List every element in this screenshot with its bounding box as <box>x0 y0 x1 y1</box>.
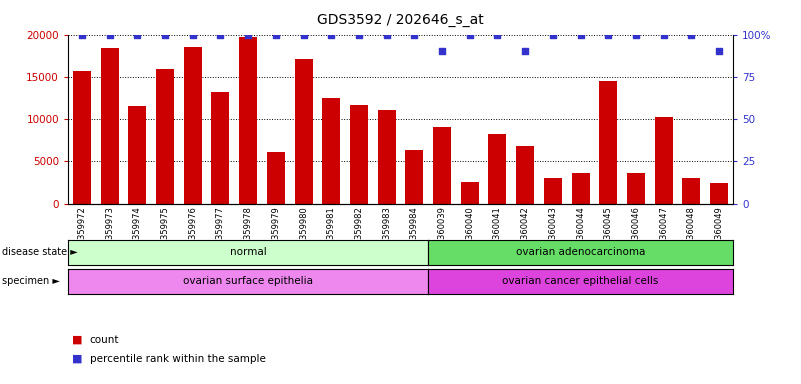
Text: ■: ■ <box>72 335 83 345</box>
Point <box>602 31 614 38</box>
Text: ovarian cancer epithelial cells: ovarian cancer epithelial cells <box>502 276 658 286</box>
Text: ovarian surface epithelia: ovarian surface epithelia <box>183 276 313 286</box>
Point <box>214 31 227 38</box>
Point <box>325 31 338 38</box>
Point <box>713 48 726 55</box>
Point <box>658 31 670 38</box>
Point <box>187 31 199 38</box>
Text: ovarian adenocarcinoma: ovarian adenocarcinoma <box>516 247 646 258</box>
Text: normal: normal <box>230 247 267 258</box>
Text: disease state ►: disease state ► <box>2 247 78 258</box>
Point <box>75 31 88 38</box>
Text: GDS3592 / 202646_s_at: GDS3592 / 202646_s_at <box>317 13 484 27</box>
Bar <box>489 134 506 204</box>
Bar <box>295 59 312 204</box>
Bar <box>239 37 257 204</box>
Bar <box>73 71 91 204</box>
Bar <box>377 110 396 204</box>
Bar <box>654 116 673 204</box>
Bar <box>710 183 728 204</box>
Text: count: count <box>90 335 119 345</box>
Text: percentile rank within the sample: percentile rank within the sample <box>90 354 266 364</box>
Bar <box>350 105 368 204</box>
Point <box>408 31 421 38</box>
Point <box>519 48 532 55</box>
Point <box>103 31 116 38</box>
Point <box>685 31 698 38</box>
Point <box>297 31 310 38</box>
Bar <box>627 173 645 204</box>
Point <box>463 31 476 38</box>
Bar <box>516 146 534 204</box>
Point <box>269 31 282 38</box>
Text: specimen ►: specimen ► <box>2 276 59 286</box>
Point <box>242 31 255 38</box>
Point <box>630 31 642 38</box>
Bar <box>156 69 174 204</box>
Bar <box>405 150 424 204</box>
Point <box>352 31 365 38</box>
Point <box>159 31 171 38</box>
Bar <box>101 48 119 204</box>
Text: ■: ■ <box>72 354 83 364</box>
Point <box>491 31 504 38</box>
Bar <box>682 178 700 204</box>
Bar <box>267 152 285 204</box>
Bar <box>461 182 479 204</box>
Point <box>131 31 143 38</box>
Bar <box>183 47 202 204</box>
Bar <box>322 98 340 204</box>
Bar <box>544 178 562 204</box>
Bar <box>599 81 618 204</box>
Point <box>380 31 393 38</box>
Point <box>436 48 449 55</box>
Bar <box>211 92 229 204</box>
Bar <box>572 173 590 204</box>
Bar <box>433 127 451 204</box>
Bar <box>128 106 147 204</box>
Point <box>574 31 587 38</box>
Point <box>546 31 559 38</box>
